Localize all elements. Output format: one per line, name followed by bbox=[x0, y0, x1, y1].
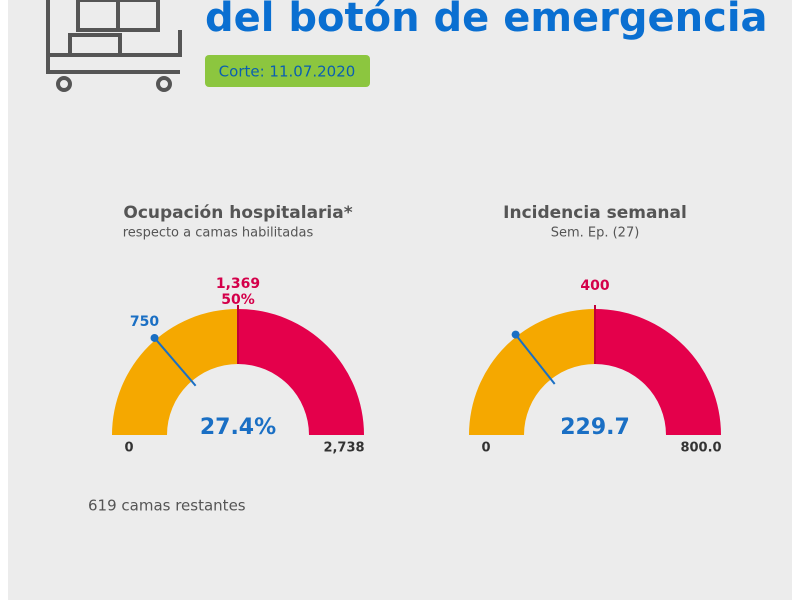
value-marker-dot bbox=[150, 333, 159, 342]
threshold-percent-label: 50% bbox=[221, 292, 255, 308]
value-marker bbox=[153, 337, 197, 387]
gauge-title: Ocupación hospitalaria* bbox=[123, 203, 352, 223]
gauge-low bbox=[112, 309, 238, 435]
gauge-low bbox=[469, 309, 595, 435]
max-label: 800.0 bbox=[680, 441, 721, 456]
value-marker bbox=[514, 333, 556, 385]
page-title: del botón de emergencia bbox=[205, 0, 768, 41]
note: 619 camas restantes bbox=[88, 497, 246, 515]
center-label: 229.7 bbox=[560, 415, 630, 440]
badge-text: Corte: 11.07.2020 bbox=[219, 63, 356, 81]
gauge-title: Incidencia semanal bbox=[503, 203, 687, 223]
value-label: 750 bbox=[130, 314, 159, 330]
gauge-subtitle: Sem. Ep. (27) bbox=[551, 226, 640, 241]
gauge-subtitle: respecto a camas habilitadas bbox=[123, 226, 314, 241]
gauge-high bbox=[595, 309, 721, 435]
min-label: 0 bbox=[124, 441, 133, 456]
background bbox=[8, 0, 792, 600]
badge bbox=[205, 55, 370, 87]
value-marker-dot bbox=[511, 330, 520, 339]
min-label: 0 bbox=[481, 441, 490, 456]
threshold-label: 400 bbox=[580, 278, 609, 294]
threshold-label: 1,369 bbox=[216, 276, 260, 292]
max-label: 2,738 bbox=[323, 441, 364, 456]
bed-icon bbox=[46, 0, 182, 92]
gauge-high bbox=[238, 309, 364, 435]
center-label: 27.4% bbox=[200, 415, 276, 440]
